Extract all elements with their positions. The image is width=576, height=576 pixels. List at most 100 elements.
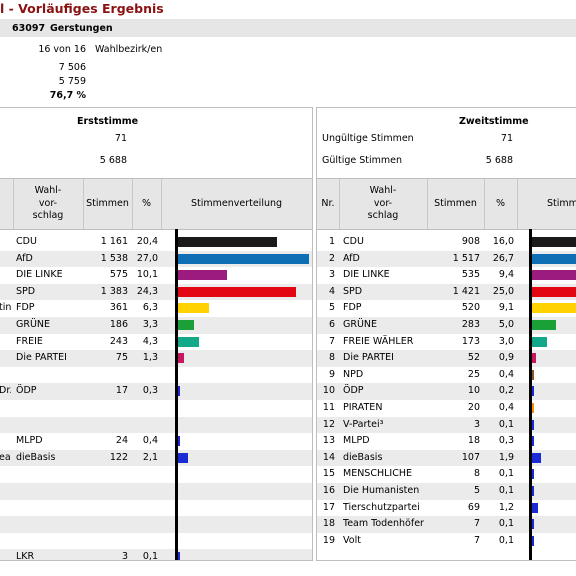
stimmen-value: 17 — [115, 385, 128, 397]
prozent-value: 0,3 — [498, 435, 514, 447]
party-name — [16, 483, 83, 500]
candidate-name — [0, 284, 11, 301]
row-number: 10 — [322, 385, 335, 397]
prozent-value — [132, 516, 158, 533]
bar-fdp — [178, 303, 209, 314]
prozent-value: 9,4 — [498, 269, 514, 281]
prozent-value — [132, 400, 158, 417]
candidate-name — [0, 234, 11, 251]
prozent-value: 9,1 — [498, 302, 514, 314]
stimmen-value — [83, 516, 128, 533]
row-number: 9 — [328, 368, 335, 380]
table-row: 19 Volt 7 0,1 — [317, 533, 576, 550]
prozent-value: 2,1 — [142, 451, 158, 463]
table-row: 16 Die Humanisten 5 0,1 — [317, 483, 576, 500]
bar-menschliche-welt — [532, 469, 534, 480]
bar-ödp — [532, 386, 534, 397]
prozent-value — [132, 533, 158, 550]
stimmen-value: 1 161 — [100, 236, 128, 247]
table-row: 8 Die PARTEI 52 0,9 — [317, 350, 576, 367]
zweitstimme-axis — [529, 229, 532, 560]
stimmen-value: 52 — [467, 352, 480, 364]
stimmen-value — [83, 466, 128, 483]
party-name: PIRATEN — [343, 402, 383, 413]
bar-die-partei — [532, 353, 537, 364]
table-row: SPD 1 383 24,3 — [0, 283, 312, 301]
table-row: 3 DIE LINKE 535 9,4 — [317, 267, 576, 284]
row-number: 16 — [322, 485, 335, 496]
table-row: 9 NPD 25 0,4 — [317, 367, 576, 384]
candidate-name — [0, 533, 11, 550]
col-prozent: % — [141, 198, 152, 209]
prozent-value: 24,3 — [136, 285, 158, 297]
prozent-value: 0,1 — [498, 518, 514, 530]
bar-afd — [532, 253, 576, 264]
candidate-name — [0, 500, 11, 517]
party-name — [16, 500, 83, 517]
stimmen-value: 8 — [473, 468, 480, 480]
zweitstimme-ungueltig-value: 71 — [500, 133, 513, 144]
row-number: 3 — [328, 269, 335, 281]
table-row: AfD 1 538 27,0 — [0, 250, 312, 268]
gemeinde-code: 63097 — [12, 23, 46, 34]
stimmen-value: 122 — [109, 451, 128, 463]
row-number: 5 — [328, 302, 335, 314]
row-number: 2 — [328, 252, 335, 264]
table-row: GRÜNE 186 3,3 — [0, 317, 312, 334]
candidate-name: Dr. — [0, 385, 11, 397]
prozent-value: 0,1 — [498, 534, 514, 546]
prozent-value: 0,1 — [498, 485, 514, 496]
party-name: Die PARTEI — [343, 352, 394, 364]
erststimme-table-header: Wahl- vor- schlag Stimmen % Stimmenverte… — [0, 178, 312, 230]
candidate-name — [0, 334, 11, 351]
party-name — [16, 400, 83, 417]
prozent-value — [132, 500, 158, 517]
table-row: 5 FDP 520 9,1 — [317, 300, 576, 317]
row-number: 6 — [328, 319, 335, 330]
prozent-value — [132, 367, 158, 384]
bar-team-todenhöfer — [532, 519, 534, 530]
table-row — [0, 483, 312, 500]
prozent-value: 0,3 — [142, 385, 158, 397]
stimmen-value: 535 — [461, 269, 480, 281]
col-stimmen: Stimmen — [86, 198, 129, 209]
table-row — [0, 400, 312, 417]
table-row: 10 ÖDP 10 0,2 — [317, 383, 576, 400]
table-row — [0, 367, 312, 384]
erststimme-panel: Erststimme 71 5 688 Wahl- vor- schlag St… — [0, 107, 313, 561]
candidate-name — [0, 317, 11, 334]
table-row: tin FDP 361 6,3 — [0, 300, 312, 317]
stimmen-value: 20 — [467, 402, 480, 413]
party-name: FDP — [343, 302, 362, 314]
candidate-name — [0, 483, 11, 500]
bar-freie-wähler — [532, 336, 547, 347]
table-row: Die PARTEI 75 1,3 — [0, 350, 312, 367]
stimmen-value: 361 — [109, 302, 128, 314]
party-name: DIE LINKE — [16, 269, 63, 281]
table-row: 1 CDU 908 16,0 — [317, 234, 576, 251]
party-name — [16, 533, 83, 550]
prozent-value: 0,1 — [498, 418, 514, 430]
table-row: 13 MLPD 18 0,3 — [317, 433, 576, 450]
bar-cdu — [532, 237, 576, 247]
prozent-value: 0,4 — [142, 435, 158, 447]
row-number: 19 — [322, 534, 335, 546]
col-prozent: % — [495, 198, 506, 209]
table-row: 4 SPD 1 421 25,0 — [317, 283, 576, 301]
table-row: 12 V-Partei³ 3 0,1 — [317, 416, 576, 434]
stimmen-value: 243 — [109, 335, 128, 347]
zweitstimme-gueltig-value: 5 688 — [485, 155, 513, 166]
stimmen-value: 520 — [461, 302, 480, 314]
table-row: FREIE WÄHLER 243 4,3 — [0, 334, 312, 351]
stimmen-value: 3 — [121, 551, 128, 561]
row-number: 1 — [328, 236, 335, 247]
party-name: Team Todenhöfer — [343, 518, 424, 530]
row-number: 17 — [322, 501, 335, 513]
prozent-value: 3,3 — [142, 319, 158, 330]
stimmen-value — [83, 483, 128, 500]
zweitstimme-table-header: Nr. Wahl- vor- schlag Stimmen % Stimm — [317, 178, 576, 230]
party-name: FDP — [16, 302, 35, 314]
bar-volt — [532, 535, 534, 546]
row-number: 8 — [328, 352, 335, 364]
bar-freie-wähler — [178, 336, 199, 347]
